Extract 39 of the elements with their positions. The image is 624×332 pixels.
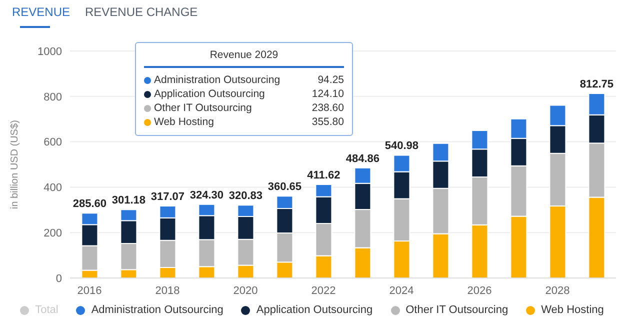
legend-label: Other IT Outsourcing	[154, 101, 253, 115]
text: REVENUE CHANGE	[85, 5, 198, 19]
y-axis-title: in billion USD (US$)	[10, 120, 21, 209]
x-tick-label: 2024	[389, 284, 414, 297]
total-label: 317.07	[150, 191, 185, 204]
x-tick-label: 2022	[311, 284, 336, 297]
legend-label: Web Hosting	[540, 304, 604, 316]
total-label: 411.62	[307, 170, 340, 182]
total-label: 540.98	[384, 140, 419, 152]
y-tick-label: 200	[44, 228, 62, 240]
y-tick-label: 400	[44, 182, 62, 194]
text: Web Hosting	[154, 116, 214, 128]
y-tick-label: 1000	[38, 46, 62, 58]
total-label: 285.60	[72, 198, 107, 210]
legend-label: Administration Outsourcing	[154, 73, 282, 87]
x-tick-label: 2028	[545, 284, 570, 297]
legend-label: Application Outsourcing	[154, 87, 266, 101]
y-tick-label: 800	[44, 91, 62, 104]
annotation: 355.80	[312, 115, 344, 129]
text: Application Outsourcing	[256, 304, 373, 316]
annotation: 124.10	[312, 87, 344, 101]
total-label: 484.86	[346, 152, 380, 165]
x-tick-label: 2016	[77, 284, 102, 297]
text: REVENUE	[12, 5, 70, 19]
y-tick-label: 600	[44, 136, 62, 149]
total-label: 320.83	[228, 190, 263, 202]
total-label: 324.30	[190, 189, 224, 202]
x-tick-label: 2020	[233, 284, 258, 297]
x-tick-label: 2026	[467, 284, 492, 297]
text: Administration Outsourcing	[91, 304, 224, 316]
annotation: 238.60	[312, 101, 344, 115]
total-label: 360.65	[268, 181, 302, 194]
annotation: 94.25	[318, 73, 344, 87]
total-label: 812.75	[580, 78, 614, 91]
text: Other IT Outsourcing	[406, 304, 508, 316]
total-label: 301.18	[112, 194, 146, 207]
annotation: Revenue 2029	[144, 49, 344, 68]
y-tick-label: 0	[56, 272, 62, 285]
x-tick-label: 2018	[155, 284, 180, 297]
